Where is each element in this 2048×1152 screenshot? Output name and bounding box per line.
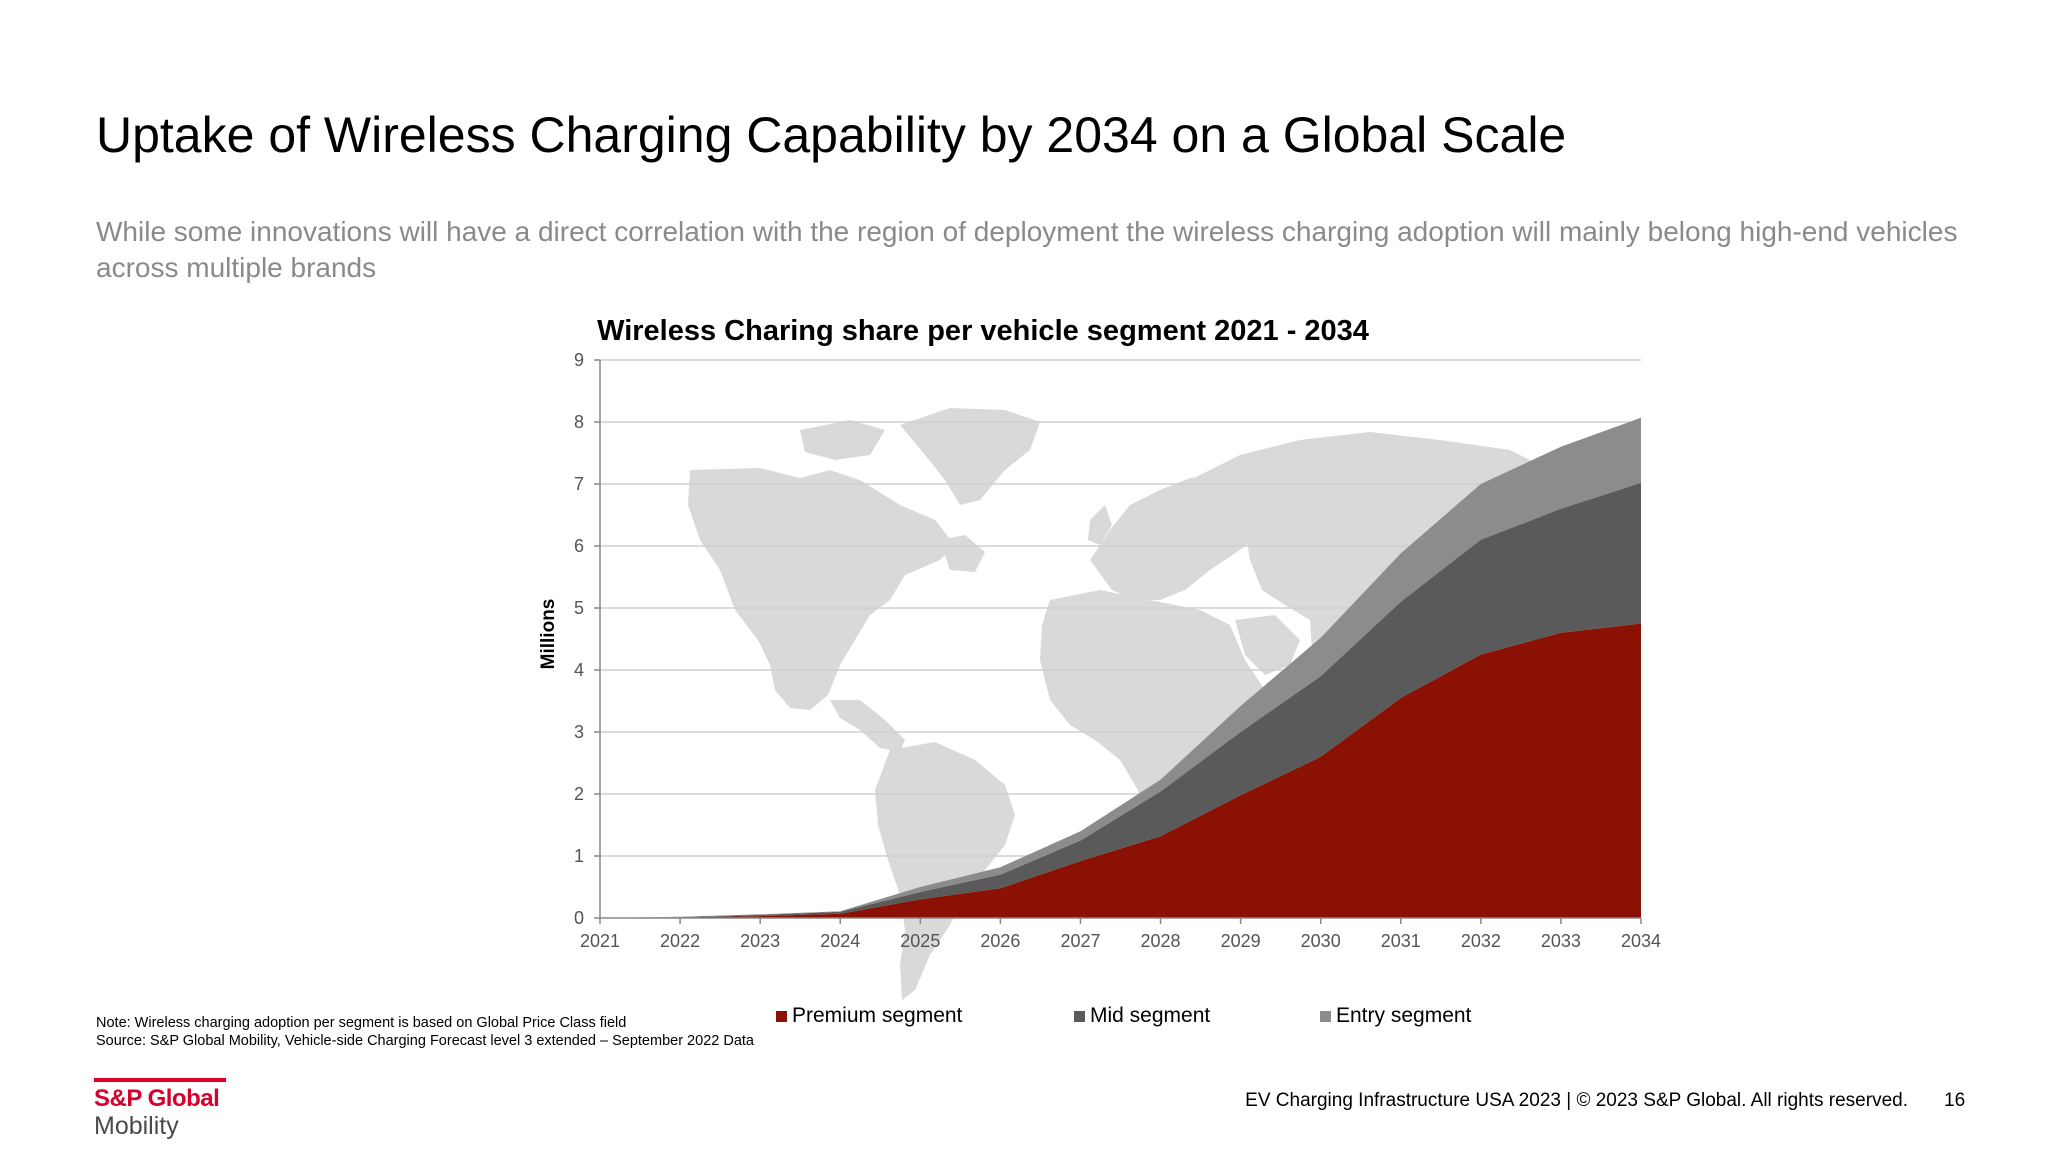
x-tick-label: 2027 [1060, 931, 1100, 951]
x-tick-label: 2034 [1621, 931, 1661, 951]
x-tick-label: 2022 [660, 931, 700, 951]
x-tick-label: 2032 [1461, 931, 1501, 951]
y-tick-label: 6 [574, 536, 584, 556]
y-tick-label: 8 [574, 412, 584, 432]
logo-bar [94, 1078, 226, 1082]
area-series-premium-segment [600, 623, 1641, 918]
logo-top: S&P Global [94, 1085, 220, 1112]
y-axis-label: Millions [538, 599, 559, 670]
x-tick-label: 2030 [1301, 931, 1341, 951]
note-text: Note: Wireless charging adoption per seg… [96, 1015, 627, 1031]
legend-item: Entry segment [1320, 1004, 1471, 1028]
x-tick-label: 2021 [580, 931, 620, 951]
chart-title: Wireless Charing share per vehicle segme… [597, 315, 1369, 347]
company-logo: S&P Global Mobility [94, 1078, 226, 1140]
x-tick-label: 2024 [820, 931, 860, 951]
x-tick-label: 2026 [980, 931, 1020, 951]
legend-label: Entry segment [1336, 1004, 1472, 1027]
chart-legend: Premium segment Mid segment Entry segment [0, 1004, 2048, 1034]
x-tick-label: 2028 [1141, 931, 1181, 951]
y-tick-label: 4 [574, 660, 584, 680]
area-series-mid-segment [600, 482, 1641, 918]
legend-item: Mid segment [1074, 1004, 1210, 1028]
x-tick-label: 2031 [1381, 931, 1421, 951]
x-tick-label: 2025 [900, 931, 940, 951]
y-tick-label: 9 [574, 350, 584, 370]
note-block: Note: Wireless charging adoption per seg… [96, 1014, 754, 1050]
logo-bottom: Mobility [94, 1112, 179, 1140]
source-text: Source: S&P Global Mobility, Vehicle-sid… [96, 1033, 754, 1049]
legend-label: Mid segment [1090, 1004, 1211, 1027]
slide-title: Uptake of Wireless Charging Capability b… [96, 107, 1567, 163]
x-tick-label: 2033 [1541, 931, 1581, 951]
legend-item: Premium segment [776, 1004, 962, 1028]
x-tick-label: 2023 [740, 931, 780, 951]
y-tick-label: 2 [574, 784, 584, 804]
y-tick-label: 0 [574, 908, 584, 928]
x-tick-label: 2029 [1221, 931, 1261, 951]
legend-swatch [1074, 1010, 1085, 1022]
legend-swatch [776, 1010, 787, 1022]
legend-label: Premium segment [792, 1004, 963, 1027]
y-tick-label: 5 [574, 598, 584, 618]
legend-swatch [1320, 1010, 1331, 1022]
y-tick-label: 1 [574, 846, 584, 866]
area-series-entry-segment [600, 417, 1641, 918]
y-tick-label: 7 [574, 474, 584, 494]
page-number: 16 [1944, 1090, 1966, 1111]
footer-text: EV Charging Infrastructure USA 2023 | © … [1245, 1090, 1908, 1111]
y-tick-label: 3 [574, 722, 584, 742]
slide-subtitle: While some innovations will have a direc… [96, 216, 1958, 283]
